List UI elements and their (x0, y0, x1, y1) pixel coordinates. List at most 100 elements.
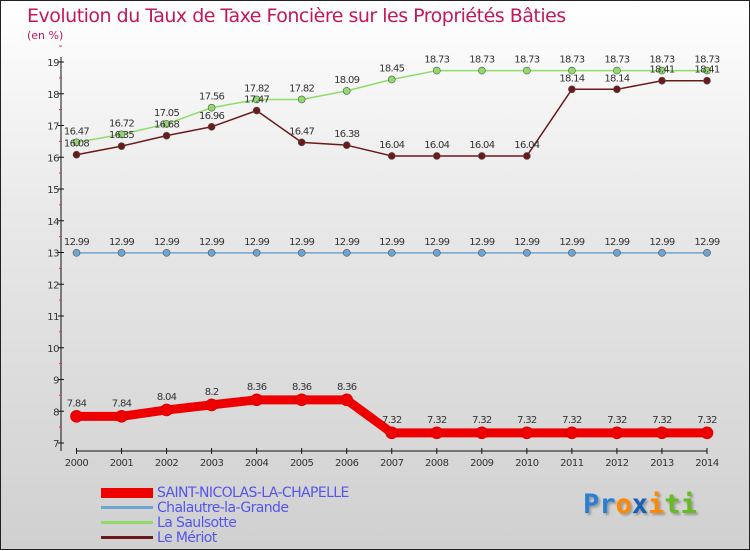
data-label: 12.99 (469, 237, 494, 248)
data-point (430, 426, 444, 440)
data-label: 7.32 (472, 415, 492, 426)
data-label: 12.99 (649, 237, 674, 248)
data-point (72, 249, 81, 257)
data-point (703, 66, 711, 75)
data-label: 18.73 (649, 55, 674, 66)
legend-swatch (101, 536, 153, 539)
data-point (70, 410, 83, 423)
data-point (655, 426, 669, 440)
data-point (387, 152, 396, 160)
data-label: 18.73 (514, 55, 539, 66)
legend-item: Le Mériot (101, 529, 349, 546)
data-point (205, 398, 218, 412)
data-point (613, 66, 621, 75)
legend: SAINT-NICOLAS-LA-CHAPELLE Chalautre-la-Gr… (101, 484, 349, 546)
data-label: 7.32 (607, 415, 627, 426)
data-point (340, 393, 354, 407)
data-point (478, 249, 486, 257)
data-label: 8.36 (247, 382, 267, 393)
data-point (610, 426, 624, 440)
data-point (700, 426, 714, 440)
data-label: 12.99 (334, 237, 359, 248)
legend-label: Chalautre-la-Grande (157, 499, 289, 516)
y-tick-label: 18 (47, 90, 59, 101)
legend-item: SAINT-NICOLAS-LA-CHAPELLE (101, 484, 349, 501)
data-label: 16.72 (109, 118, 134, 129)
proxiti-logo: Proxiti (583, 489, 697, 520)
x-tick-label: 2013 (650, 458, 674, 469)
data-point (432, 249, 441, 257)
legend-label: SAINT-NICOLAS-LA-CHAPELLE (157, 484, 349, 501)
data-point (72, 138, 81, 147)
y-tick-label: 11 (47, 312, 59, 323)
data-point (703, 249, 711, 257)
data-label: 7.32 (382, 415, 402, 426)
data-label: 12.99 (514, 237, 539, 248)
data-point (568, 66, 576, 75)
data-point (432, 152, 441, 160)
data-point (117, 130, 126, 139)
data-point (295, 393, 308, 407)
data-label: 17.05 (154, 108, 179, 119)
y-tick-label: 9 (53, 376, 59, 387)
data-point (342, 87, 351, 95)
y-tick-label: 13 (47, 249, 59, 260)
x-tick-label: 2012 (605, 458, 629, 469)
y-axis-unit: (en %) (27, 29, 64, 42)
data-point (297, 138, 306, 147)
data-label: 16.08 (64, 139, 89, 150)
legend-label: Le Mériot (157, 529, 217, 546)
data-point (160, 403, 173, 417)
data-label: 16.04 (424, 140, 449, 151)
legend-item: Chalautre-la-Grande (101, 499, 349, 516)
data-point (658, 66, 666, 75)
data-label: 16.04 (514, 140, 539, 151)
data-label: 18.73 (469, 55, 494, 66)
data-label: 12.99 (64, 237, 89, 248)
data-label: 16.47 (64, 126, 89, 137)
y-tick-label: 10 (47, 344, 59, 355)
legend-swatch (101, 521, 153, 524)
y-tick-label: 7 (53, 439, 59, 450)
legend-item: La Saulsotte (101, 515, 349, 531)
data-label: 16.04 (379, 140, 404, 151)
data-point (565, 426, 579, 440)
data-point (252, 106, 261, 115)
data-label: 18.73 (424, 55, 449, 66)
chart-title: Evolution du Taux de Taxe Foncière sur l… (27, 5, 566, 27)
x-tick-label: 2010 (515, 458, 539, 469)
x-tick-label: 2007 (380, 458, 404, 469)
data-point (297, 249, 306, 257)
data-label: 16.04 (469, 140, 494, 151)
data-label: 18.41 (694, 65, 719, 76)
data-point (252, 95, 261, 104)
data-label: 16.38 (334, 129, 359, 140)
x-tick-label: 2003 (200, 458, 224, 469)
data-point (207, 103, 216, 112)
data-label: 16.47 (289, 126, 314, 137)
data-label: 7.32 (652, 415, 672, 426)
data-point (523, 152, 531, 160)
x-tick-label: 2009 (470, 458, 494, 469)
data-point (72, 150, 81, 159)
data-label: 8.36 (337, 382, 357, 393)
data-point (475, 426, 489, 440)
data-label: 12.99 (199, 237, 224, 248)
data-label: 12.99 (379, 237, 404, 248)
y-tick-label: 14 (47, 217, 59, 228)
x-tick-label: 2005 (290, 458, 314, 469)
x-tick-label: 2000 (65, 458, 89, 469)
data-point (387, 249, 396, 257)
x-tick-label: 2008 (425, 458, 449, 469)
data-point (342, 141, 351, 149)
data-label: 17.56 (199, 92, 224, 103)
x-tick-label: 2004 (245, 458, 269, 469)
data-label: 18.73 (604, 55, 629, 66)
data-label: 18.73 (559, 55, 584, 66)
data-label: 17.82 (244, 83, 269, 94)
y-tick-label: 12 (47, 280, 59, 291)
data-label: 12.99 (694, 237, 719, 248)
data-point (162, 120, 171, 128)
data-point (250, 393, 263, 407)
